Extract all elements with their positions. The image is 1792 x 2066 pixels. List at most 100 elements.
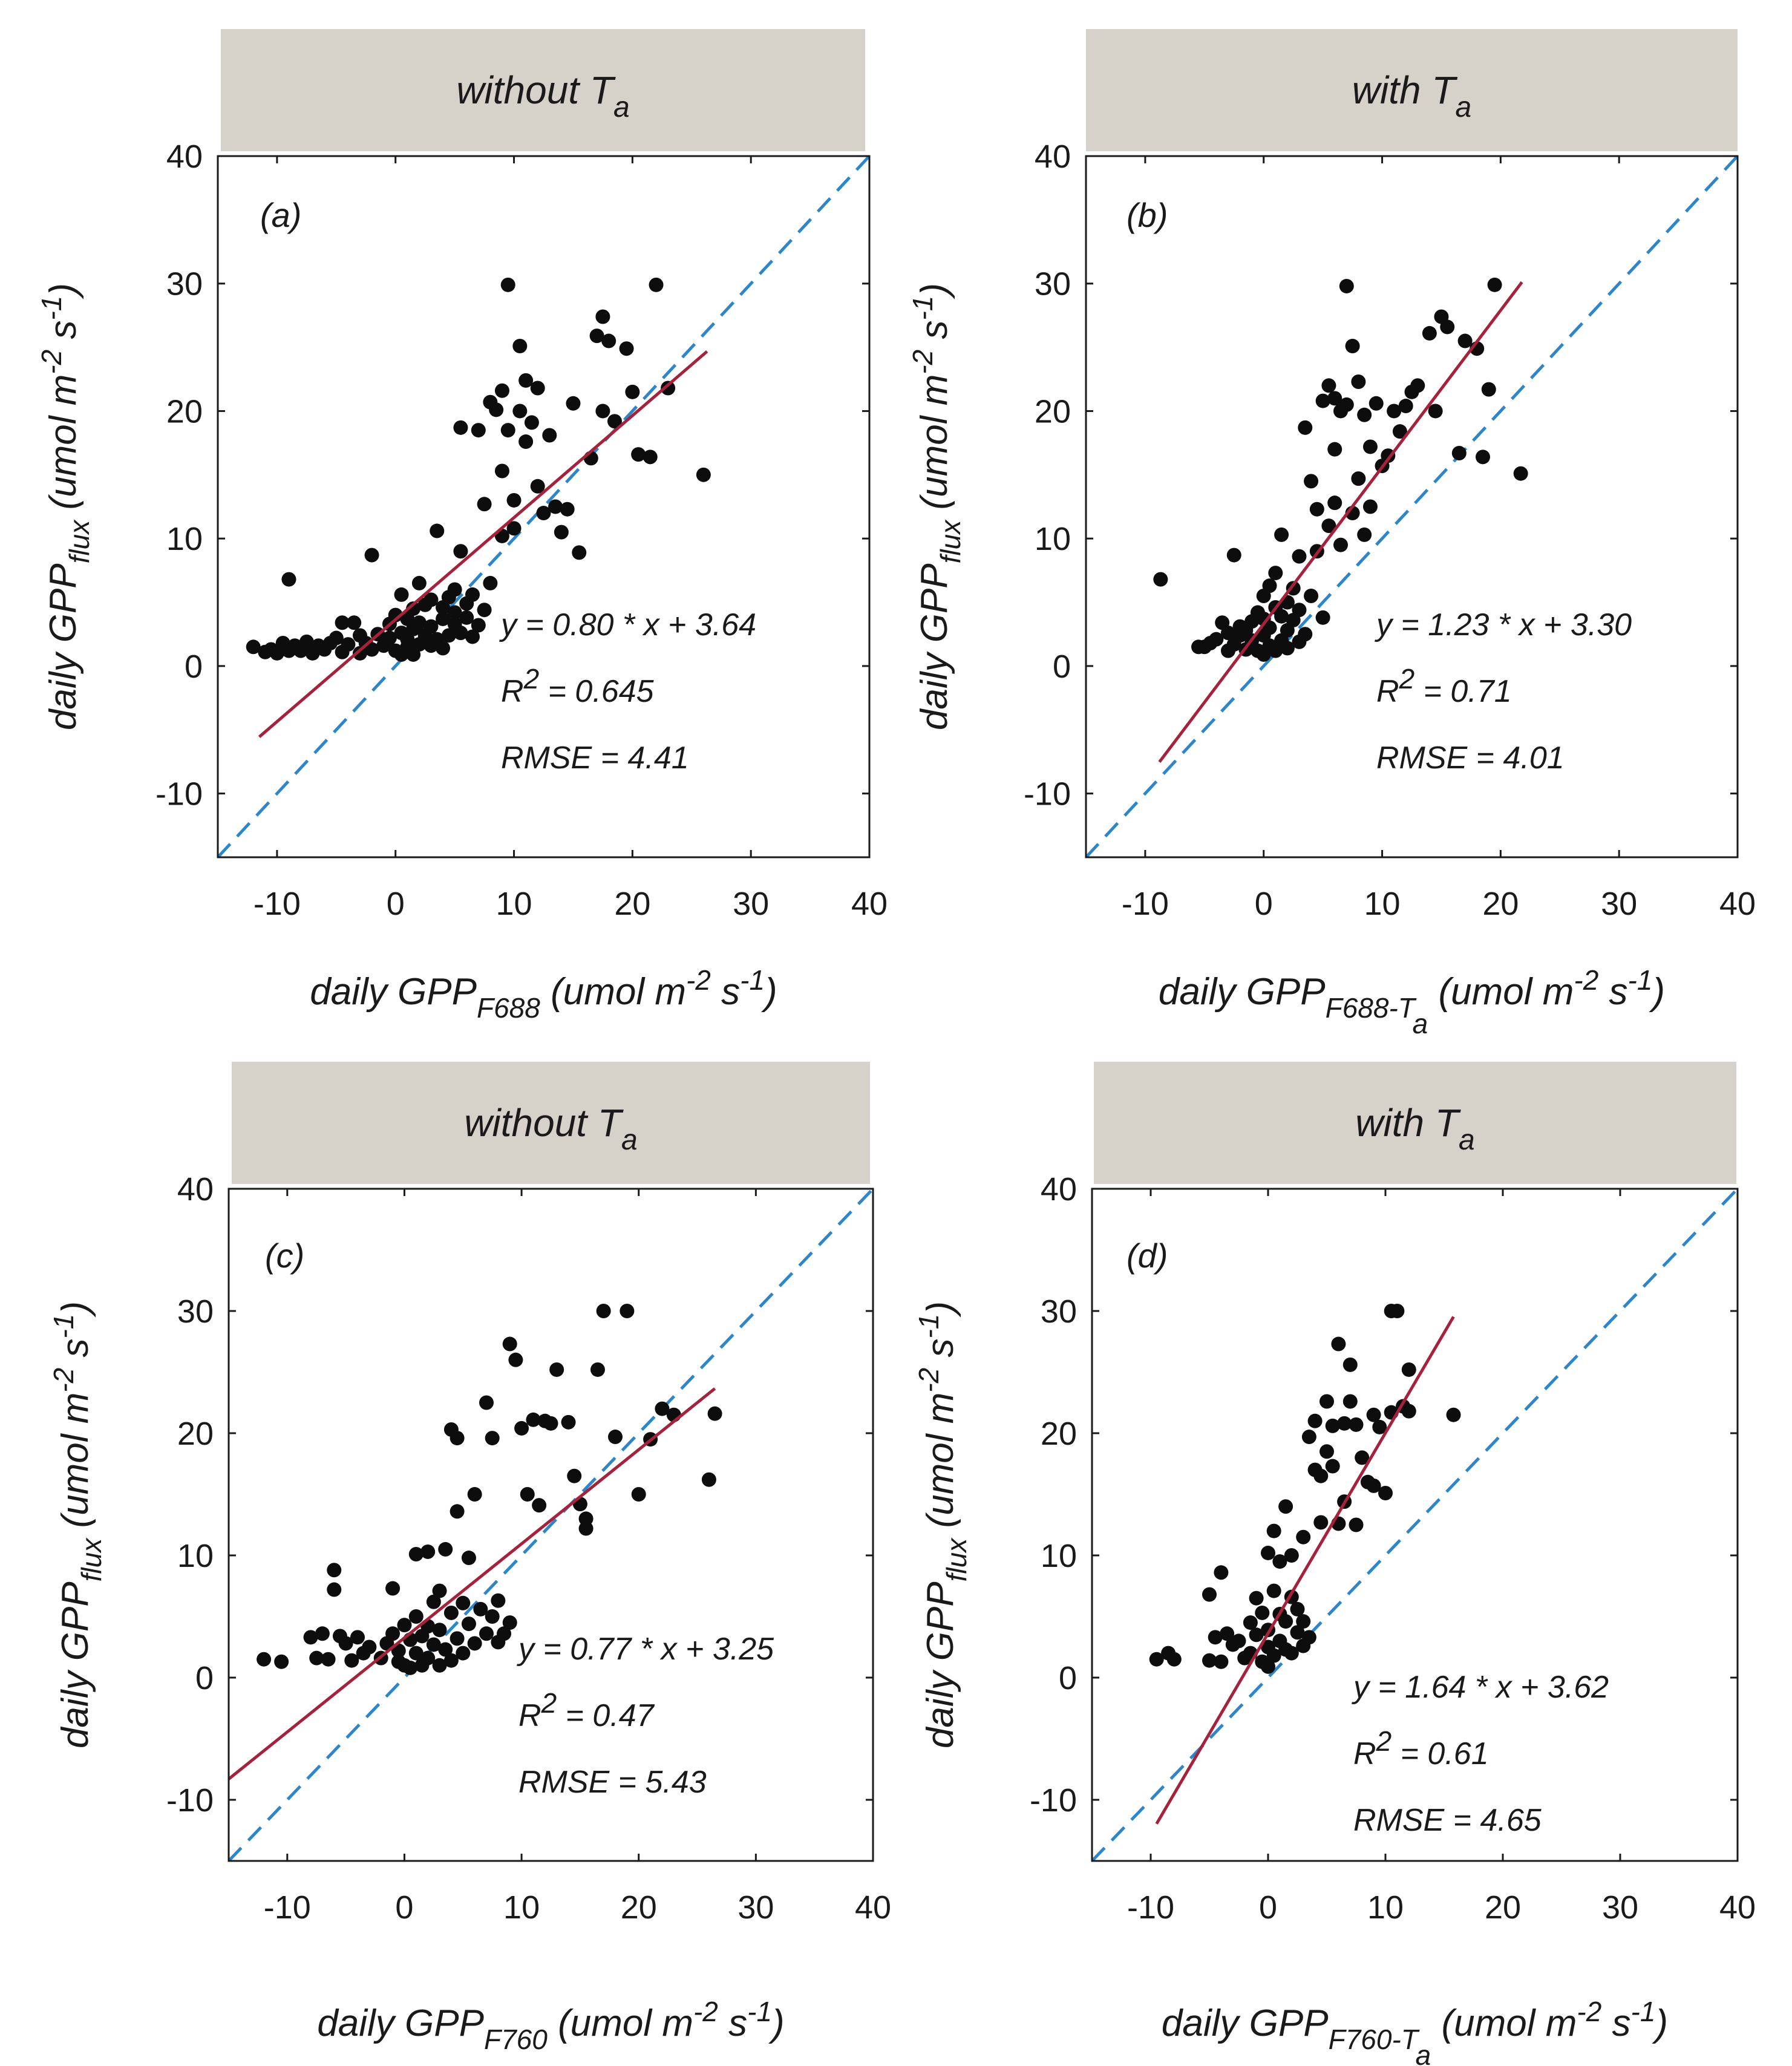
data-point — [1284, 1646, 1299, 1661]
data-point — [1274, 527, 1289, 542]
x-tick-label: -10 — [1122, 886, 1169, 922]
data-point — [467, 1636, 482, 1651]
scatter-points — [1153, 277, 1528, 662]
regression-line — [1155, 1316, 1455, 1825]
x-tick-label: 0 — [395, 1889, 413, 1926]
y-tick-label: 10 — [1035, 521, 1071, 557]
data-point — [430, 523, 445, 538]
x-tick-label: 40 — [855, 1889, 891, 1926]
x-axis-label: daily GPPF688-Ta (umol m-2 s-1) — [1159, 964, 1665, 1039]
y-tick-label: 0 — [195, 1660, 214, 1696]
data-point — [436, 641, 451, 656]
data-point — [477, 497, 492, 512]
data-point — [1401, 1404, 1416, 1419]
x-tick-label: 30 — [737, 1889, 774, 1926]
x-tick-label: -10 — [264, 1889, 311, 1926]
data-point — [536, 506, 551, 521]
data-point — [1331, 1336, 1346, 1352]
data-point — [1304, 474, 1319, 489]
data-point — [1366, 1478, 1381, 1493]
y-tick-label: 10 — [166, 521, 203, 557]
data-point — [502, 1336, 517, 1352]
data-point — [1342, 1394, 1358, 1409]
data-point — [566, 396, 581, 411]
x-tick-label: 0 — [1255, 886, 1273, 922]
r-squared-symbol: R — [518, 1698, 541, 1733]
data-point — [411, 575, 427, 590]
data-point — [1266, 1523, 1281, 1538]
data-point — [461, 1617, 476, 1632]
data-point — [1290, 1601, 1305, 1617]
data-point — [506, 492, 522, 508]
one-to-one-line — [1086, 156, 1738, 857]
y-axis-label-main: daily GPP — [914, 563, 955, 730]
data-point — [1214, 1654, 1229, 1669]
data-point — [1313, 1515, 1329, 1530]
data-point — [561, 1414, 576, 1430]
data-point — [1401, 1362, 1416, 1377]
x-axis-label-unit-mid: s — [1601, 2002, 1630, 2044]
data-point — [1327, 442, 1342, 457]
data-point — [443, 1653, 459, 1668]
data-point — [456, 1646, 471, 1661]
y-axis-label-unit: (umol m — [42, 374, 84, 520]
data-point — [485, 1431, 500, 1446]
panel-a: without Ta -10 0 10 20 30 40 -10 0 10 20 30 40 (a) y =… — [36, 29, 888, 1024]
y-axis-label-unit-exp2: -1 — [48, 1314, 79, 1339]
data-point — [554, 525, 569, 540]
x-axis-label-main: daily GPP — [1162, 2002, 1329, 2044]
data-point — [453, 544, 468, 559]
y-axis-label-main: daily GPP — [920, 1581, 961, 1748]
scatter-points — [246, 277, 711, 662]
header-title: with Ta — [1355, 1101, 1474, 1156]
rmse: RMSE = 4.65 — [1353, 1803, 1542, 1838]
plot-frame — [1085, 155, 1739, 858]
header-title-sub: a — [621, 1124, 638, 1156]
data-point — [500, 423, 515, 438]
data-point — [1475, 449, 1490, 465]
data-point — [447, 605, 462, 620]
data-point — [1457, 333, 1473, 348]
y-tick-label: 40 — [1041, 1171, 1077, 1208]
y-tick-label: 10 — [177, 1538, 214, 1574]
data-point — [1362, 439, 1378, 454]
data-point — [1153, 572, 1168, 587]
data-point — [1261, 1545, 1275, 1560]
data-point — [567, 1468, 582, 1483]
data-point — [1220, 626, 1235, 641]
data-point — [364, 548, 379, 563]
data-point — [1280, 641, 1295, 656]
data-point — [459, 610, 474, 625]
data-point — [471, 618, 486, 633]
x-axis-label-unit-exp2: -1 — [1631, 1996, 1656, 2027]
header-title: with Ta — [1352, 68, 1471, 123]
fit-equation: y = 0.80 * x + 3.64 — [499, 607, 756, 642]
data-point — [1249, 1590, 1264, 1606]
y-tick-label: 40 — [177, 1171, 214, 1208]
x-axis-label-unit: (umol m — [548, 2002, 693, 2044]
x-axis-label: daily GPPF760-Ta (umol m-2 s-1) — [1162, 1996, 1668, 2066]
data-point — [1202, 1653, 1217, 1668]
data-point — [578, 1521, 594, 1536]
y-axis-label-sub: flux — [941, 1537, 972, 1582]
x-axis-label-sub: F760 — [484, 2024, 548, 2055]
data-point — [362, 1639, 377, 1655]
data-point — [453, 420, 468, 435]
data-point — [403, 1660, 418, 1675]
data-point — [1392, 424, 1407, 439]
data-point — [595, 309, 610, 324]
one-to-one-line — [229, 1189, 873, 1861]
y-axis-label-unit-exp1: -2 — [48, 1368, 79, 1393]
y-tick-label: -10 — [1030, 1782, 1077, 1819]
plot-frame — [217, 155, 871, 858]
data-point — [1272, 1554, 1287, 1569]
data-point — [1268, 566, 1283, 581]
y-tick-label: 0 — [1059, 1660, 1077, 1696]
y-axis-label-unit-exp2: -1 — [907, 296, 938, 321]
r-squared-exp: 2 — [541, 1687, 557, 1719]
data-point — [426, 1637, 441, 1652]
x-axis-label-unit-exp2: -1 — [1628, 964, 1653, 996]
data-point — [1321, 518, 1336, 534]
x-tick-label: 10 — [503, 1889, 540, 1926]
